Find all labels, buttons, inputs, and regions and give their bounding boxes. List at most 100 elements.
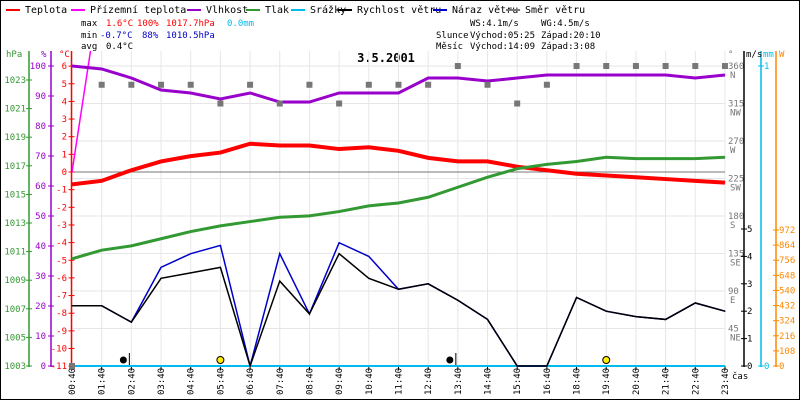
- x-tick-label: 04:40: [187, 368, 197, 395]
- series-4-point: [397, 365, 399, 367]
- wind-speed-max: WS:4.1m/s: [470, 19, 519, 29]
- series-3-point: [635, 158, 637, 160]
- stats-max-temp: 1.6°C: [106, 19, 133, 29]
- stats-max-press: 1017.7hPa: [166, 19, 215, 29]
- temperature-tick-label: -6: [56, 274, 67, 284]
- sun-label: Slunce: [436, 31, 469, 41]
- x-tick-label: 13:40: [454, 368, 464, 395]
- legend-item: Rychlost větru: [357, 4, 441, 16]
- series-4-point: [219, 365, 221, 367]
- x-tick-label: 05:40: [216, 368, 226, 395]
- series-6-point: [130, 321, 132, 323]
- series-2-point: [546, 74, 548, 76]
- series-0-point: [160, 160, 162, 162]
- series-3-point: [308, 215, 310, 217]
- series-2-point: [427, 77, 429, 79]
- moonset: Západ:3:08: [541, 42, 595, 52]
- wind-direction-marker: [514, 100, 521, 107]
- series-0-point: [219, 152, 221, 154]
- pressure-tick-label: 1007: [4, 305, 26, 315]
- series-6-point: [71, 305, 73, 307]
- wind-axis-title: m/s: [746, 50, 762, 60]
- series-0-point: [665, 178, 667, 180]
- temperature-tick-label: 6: [62, 62, 67, 72]
- series-2-point: [576, 74, 578, 76]
- series-3-point: [249, 221, 251, 223]
- series-6-point: [724, 310, 726, 312]
- series-1-line: [72, 51, 92, 173]
- series-0-point: [694, 180, 696, 182]
- series-3-point: [279, 216, 281, 218]
- x-tick-label: 07:40: [276, 368, 286, 395]
- series-2-point: [368, 92, 370, 94]
- series-4-point: [308, 365, 310, 367]
- x-tick-label: 14:40: [484, 368, 494, 395]
- direction-tick-label: 270: [728, 137, 744, 147]
- legend-item: Náraz větru: [452, 4, 518, 16]
- temperature-tick-label: -3: [56, 221, 67, 231]
- humidity-axis-title: %: [41, 50, 47, 60]
- wind-direction-marker: [306, 81, 313, 88]
- wind-direction-marker: [692, 63, 699, 70]
- solar-tick-label: 648: [779, 271, 795, 281]
- pressure-tick-label: 1011: [4, 248, 26, 258]
- temperature-tick-label: -8: [56, 309, 67, 319]
- wind-direction-marker: [662, 63, 669, 70]
- series-2-point: [605, 74, 607, 76]
- series-6-point: [338, 253, 340, 255]
- series-3-point: [160, 238, 162, 240]
- pressure-tick-label: 1021: [4, 105, 26, 115]
- humidity-tick-label: 50: [35, 212, 46, 222]
- direction-tick-label: 315: [728, 100, 744, 110]
- legend-item: Teplota: [25, 5, 67, 16]
- series-4-point: [457, 365, 459, 367]
- stats-max-label: max: [81, 19, 98, 29]
- series-4-point: [190, 365, 192, 367]
- wind-direction-marker: [336, 100, 343, 107]
- legend: Teplota Přízemní teplota Vlhkost Tlak Srážky…: [6, 4, 585, 16]
- legend-item: Směr větru: [525, 4, 585, 16]
- solar-tick-label: 432: [779, 302, 795, 312]
- wind-direction-marker: [573, 63, 580, 70]
- series-2-point: [160, 89, 162, 91]
- wind-direction-marker: [128, 81, 135, 88]
- series-6-point: [694, 302, 696, 304]
- temperature-tick-label: -1: [56, 186, 67, 196]
- series-3-point: [605, 156, 607, 158]
- x-tick-label: 08:40: [305, 368, 315, 395]
- series-3-point: [101, 249, 103, 251]
- x-tick-label: 02:40: [127, 368, 137, 395]
- series-3-point: [546, 163, 548, 165]
- series-2-point: [665, 74, 667, 76]
- pressure-tick-label: 1019: [4, 133, 26, 143]
- sun-icon: [216, 356, 225, 364]
- wind-direction-marker: [603, 63, 610, 70]
- series-0-point: [397, 150, 399, 152]
- pressure-axis-title: hPa: [6, 50, 22, 60]
- series-2-point: [487, 80, 489, 82]
- temperature-tick-label: -7: [56, 292, 67, 302]
- solar-tick-label: 756: [779, 256, 795, 266]
- series-0-point: [249, 143, 251, 145]
- temperature-tick-label: 1: [62, 150, 67, 160]
- wind-direction-marker: [69, 363, 75, 369]
- pressure-tick-label: 1009: [4, 276, 26, 286]
- x-tick-label: 01:40: [98, 368, 108, 395]
- series-5-point: [279, 253, 281, 255]
- pressure-tick-label: 1005: [4, 333, 26, 343]
- series-3-point: [694, 158, 696, 160]
- direction-tick-label: 225: [728, 175, 744, 185]
- humidity-tick-label: 20: [35, 302, 46, 312]
- series-6-point: [279, 280, 281, 282]
- stats-avg-temp: 0.4°C: [106, 42, 133, 52]
- wind-direction-marker: [721, 63, 728, 70]
- humidity-tick-label: 60: [35, 182, 46, 192]
- series-0-point: [516, 166, 518, 168]
- solar-tick-label: 0: [779, 362, 784, 372]
- direction-compass-label: NW: [730, 109, 741, 119]
- temperature-tick-label: 5: [62, 80, 67, 90]
- humidity-tick-label: 0: [41, 362, 46, 372]
- series-6-point: [516, 365, 518, 367]
- series-6-point: [308, 313, 310, 315]
